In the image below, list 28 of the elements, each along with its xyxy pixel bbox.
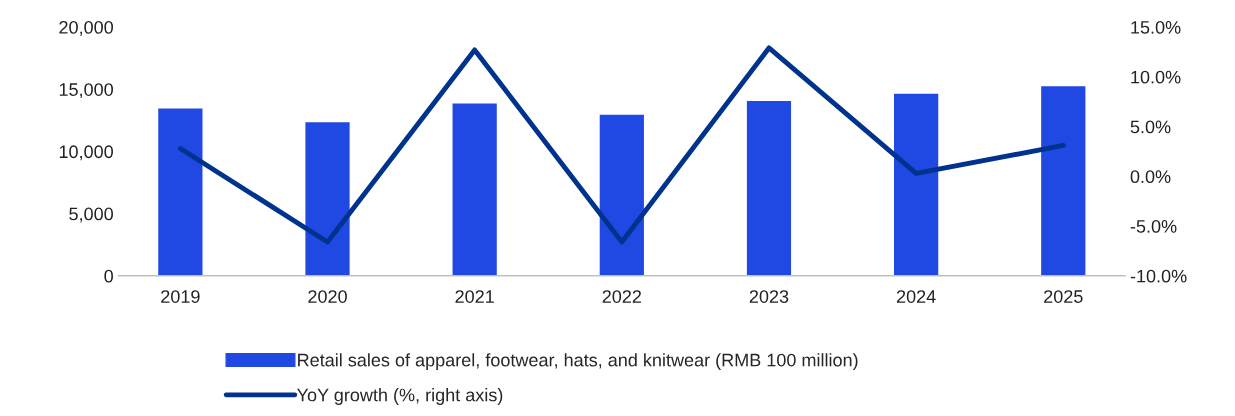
x-tick-label: 2023: [749, 290, 789, 303]
y2-tick-label: 5.0%: [1130, 120, 1171, 134]
bar: [598, 113, 646, 276]
legend-label: Retail sales of apparel, footwear, hats, and knitwear (RMB 100 million): [298, 353, 858, 371]
y2-tick-label: 15.0%: [1131, 20, 1181, 34]
bar: [451, 102, 499, 276]
x-tick-label: 2019: [161, 290, 200, 303]
x-tick-label: 2021: [455, 290, 494, 303]
y-tick-label: 15,000: [59, 83, 113, 99]
bar: [892, 92, 940, 276]
y-tick-label: 5,000: [69, 207, 113, 223]
y2-tick-label: -10.0%: [1130, 269, 1187, 283]
bar: [304, 120, 352, 276]
y-tick-label: 20,000: [59, 20, 113, 36]
y-tick-label: 10,000: [59, 145, 113, 161]
bar: [1039, 84, 1087, 276]
line-series: [177, 45, 1066, 245]
bar: [156, 107, 204, 276]
legend-label: YoY growth (%, right axis): [297, 388, 503, 405]
bar: [745, 99, 793, 276]
y2-tick-label: 10.0%: [1131, 70, 1181, 84]
y2-tick-label: 0.0%: [1130, 170, 1171, 184]
y2-tick-label: -5.0%: [1130, 219, 1177, 233]
x-tick-label: 2024: [896, 290, 936, 303]
y-tick-label: 0: [104, 269, 113, 283]
x-tick-label: 2020: [308, 290, 347, 303]
x-tick-label: 2025: [1044, 290, 1083, 303]
x-tick-label: 2022: [602, 290, 641, 303]
